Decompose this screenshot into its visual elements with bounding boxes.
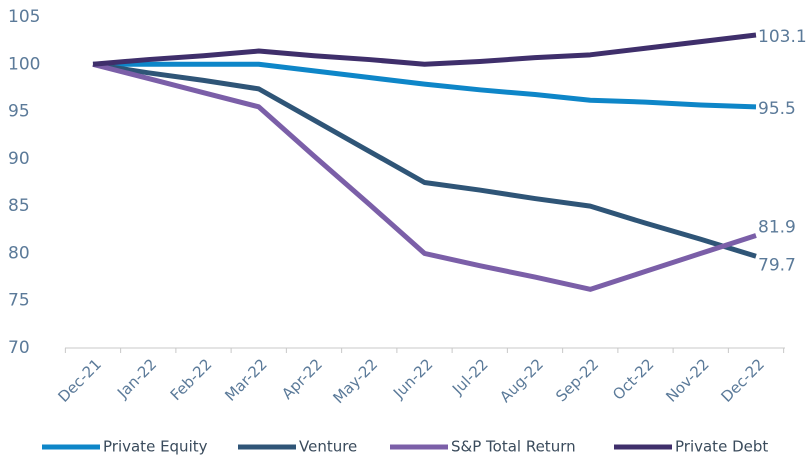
data-label: 81.9 (758, 217, 796, 237)
series-line (92, 61, 757, 259)
legend-label: Venture (299, 438, 357, 456)
y-tick-label: 85 (8, 196, 30, 216)
data-label: 95.5 (758, 99, 796, 119)
y-tick-label: 95 (8, 102, 30, 122)
x-tick-label: Nov-22 (662, 355, 712, 405)
series-line (93, 61, 757, 110)
x-tick-label: Sep-22 (552, 355, 602, 405)
y-tick-label: 70 (8, 338, 30, 358)
x-tick-label: Jul-22 (448, 355, 492, 399)
x-tick-label: Apr-22 (278, 355, 326, 403)
y-tick-label: 75 (8, 291, 30, 311)
x-tick-label: Mar-22 (221, 355, 270, 404)
y-tick-label: 100 (8, 54, 40, 74)
y-tick-label: 105 (8, 7, 40, 27)
legend-label: S&P Total Return (451, 438, 576, 456)
series-line (92, 32, 757, 67)
x-tick-label: Dec-22 (717, 355, 768, 406)
series-line (92, 61, 757, 292)
legend-label: Private Debt (675, 438, 768, 456)
data-label: 103.1 (758, 27, 806, 47)
y-tick-label: 80 (8, 243, 30, 263)
y-tick-label: 90 (8, 149, 30, 169)
data-label: 79.7 (758, 255, 796, 275)
x-tick-label: Aug-22 (496, 355, 547, 406)
x-tick-label: Jun-22 (389, 355, 436, 402)
x-tick-label: Feb-22 (167, 355, 216, 404)
x-tick-label: May-22 (329, 355, 381, 407)
legend-label: Private Equity (103, 438, 208, 456)
x-tick-label: Jan-22 (113, 355, 160, 402)
x-tick-label: Dec-21 (54, 355, 105, 406)
x-tick-label: Oct-22 (609, 355, 657, 403)
